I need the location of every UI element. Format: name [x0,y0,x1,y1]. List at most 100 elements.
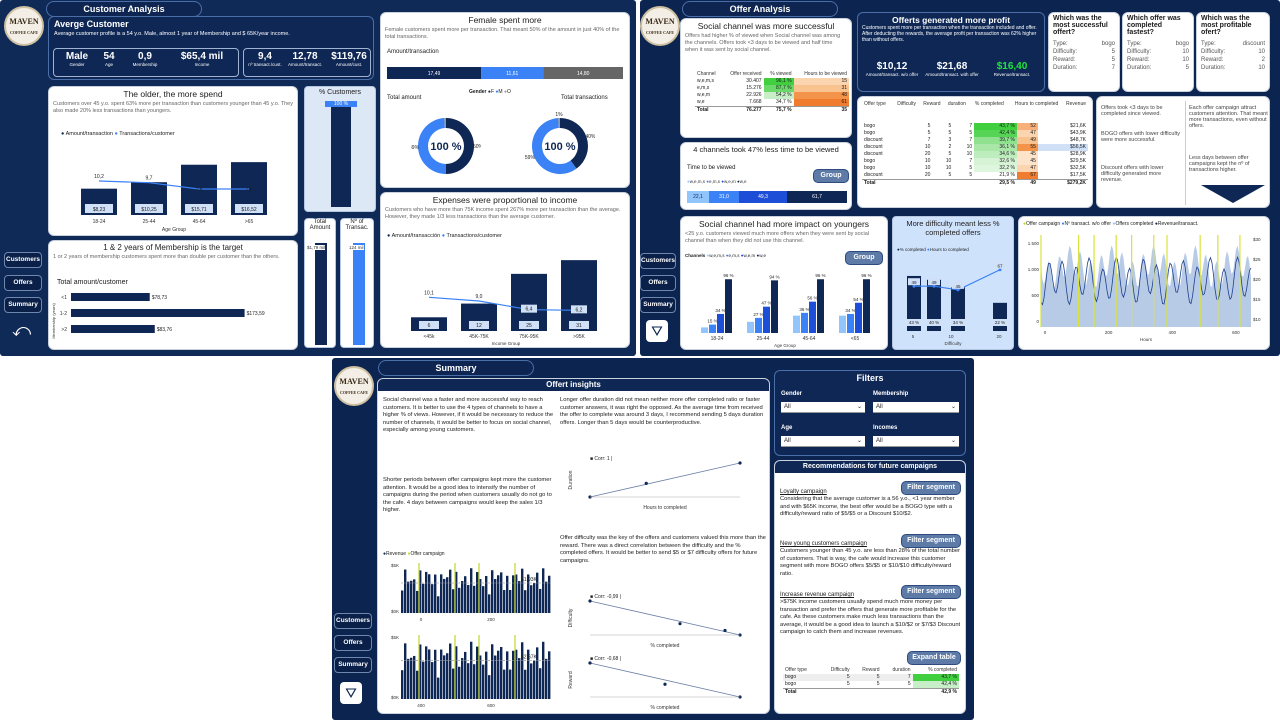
offer-nav-offers-tab[interactable]: Offers [640,275,676,291]
offer-nav-customers-tab[interactable]: Customers [640,253,676,269]
bar [533,583,536,613]
back-arrow-icon[interactable]: ⤺ [12,320,32,340]
table-cell: 7 [927,137,931,143]
table-cell: 43,7 % [974,123,1017,130]
tick-label: 25-44 [757,336,770,342]
youngers-group-button[interactable]: Group [845,251,883,265]
summary-nav-offers-tab[interactable]: Offers [334,635,372,651]
filter-membership-select[interactable]: All ⌄ [873,402,959,413]
bar [494,655,497,699]
filter-age-select[interactable]: All ⌄ [781,436,865,447]
bar [437,677,440,699]
older-spend-card: The older, the more spend Customers over… [48,86,298,236]
bar [452,668,455,699]
recommendations-card: Recommendations for future campaigns Fil… [774,460,966,714]
chevron-down-icon: ⌄ [950,438,956,444]
tick-label: 500 [1031,293,1039,298]
female-spent-card: Female spent more Female customers spent… [380,12,630,188]
point-label: 9,0 [476,294,483,300]
nav-summary-tab[interactable]: Summary [4,297,42,313]
loyalty-filter-button[interactable]: Filter segment [901,481,961,495]
timeseries-card: ●Offer campaign ●Nº transact. w/o offer … [1018,216,1270,350]
bar [431,662,434,699]
table-row: w,e,m 22.926 54,2 % 48 [697,92,849,99]
four-channels-card: 4 channels took 47% less time to be view… [680,142,852,210]
female-donut-amount: 50% 49% 100 % [411,118,481,174]
filter-membership-label: Membership [873,391,909,397]
revenue-filter-button[interactable]: Filter segment [901,585,961,599]
offer-notes-card: Offers took <3 days to be completed sinc… [1096,96,1270,208]
bar [467,663,470,699]
four-channels-title: 4 channels took 47% less time to be view… [693,145,839,154]
bar-label: 96 % [861,273,871,278]
filter-gender-select[interactable]: All ⌄ [781,402,865,413]
bar [446,577,449,613]
table-cell: discount [864,144,883,150]
table-cell: bogo [864,123,876,129]
table-cell: 42,4 % [974,130,1017,137]
table-cell: 10 [945,158,952,164]
bar-segment [387,67,482,79]
bar-label: $173,59 [247,311,265,317]
older-spend-title: The older, the more spend [123,89,223,99]
average-customer-desc: Average customer profile is a 54 y.o. Ma… [54,31,290,37]
filter-icon[interactable]: ⛛ [646,320,668,342]
nav-customers-tab[interactable]: Customers [4,252,42,268]
point [956,288,960,292]
most-successful-offer-title: Which was the most successful offert? [1053,15,1108,36]
average-customer-title: Averge Customer [54,19,129,29]
fastest-offer-title: Which offer was completed fastest? [1127,15,1181,36]
tick-label: 400 [417,703,425,708]
bar [425,571,428,613]
bar [512,575,515,613]
note-discount: Discount offers with lower difficulty ge… [1101,165,1164,183]
offer-nav-summary-tab[interactable]: Summary [640,297,676,313]
tick-label: 1.000 [1028,267,1040,272]
membership-card: 1 & 2 years of Membership is the target … [48,240,298,350]
revenue-chart-1: $1,93K 0 200 $5K $0K [391,563,551,622]
nav-offers-tab[interactable]: Offers [4,275,42,291]
point-label: 6,2 [576,307,583,313]
tick-label: <65 [851,336,860,342]
expand-table-button[interactable]: Expand table [907,651,961,665]
bar-label: 11,61 [506,71,518,77]
table-cell: 5 [948,123,952,129]
young-filter-button[interactable]: Filter segment [901,534,961,548]
tick-label: 200 [1105,330,1113,335]
tick-label: 10 [948,334,954,339]
table-cell: 5 [948,172,952,178]
bar-label: 31 [576,323,582,329]
bar [755,317,762,333]
bar [855,302,862,333]
filters-card: Filters Gender All ⌄ Membership All ⌄ Age … [774,370,966,456]
bar [455,646,458,699]
bar [518,658,521,699]
kpi-membership: 0,9 Membership [132,51,158,67]
bar [491,570,494,613]
bar-label: 43 % [909,320,919,325]
donut-slice [558,118,560,129]
table-row: bogo 5 5 7 43,7 % 52 $21,6K [862,123,1088,130]
summary-nav-summary-tab[interactable]: Summary [334,657,372,673]
female-bar-title: Amount/transaction [387,49,439,55]
bar-label: 96 % [815,273,825,278]
bar [927,279,941,331]
table-row: e,m,s 15.276 87,7 % 31 [697,85,849,92]
bar [527,649,530,699]
filter-incomes-select[interactable]: All ⌄ [873,436,959,447]
four-channels-group-button[interactable]: Group [813,169,849,183]
n-transactions-value: 124 mil [349,245,364,250]
offers-profit-desc: Customers spent more per transaction whe… [862,25,1037,43]
table-cell: 10 [966,144,973,150]
kpi-amount-with-offer: $21,68 Amount/transact. with offer [925,61,979,77]
bar-label-bg [469,321,489,329]
bar [488,594,491,613]
total-amount-card: Total Amount $1,79 mil [304,218,336,348]
female-donut2-title: Total transactions [561,95,608,101]
bar-label-bg [85,204,113,213]
kpi-amount-per-transaction: 12,78 Amount/transact. [287,51,323,67]
summary-nav-customers-tab[interactable]: Customers [334,613,372,629]
most-profitable-offer-title: Which was the most profitable ofert? [1201,15,1252,36]
summary-filter-icon[interactable]: ⛛ [340,682,362,704]
bar [506,575,509,613]
